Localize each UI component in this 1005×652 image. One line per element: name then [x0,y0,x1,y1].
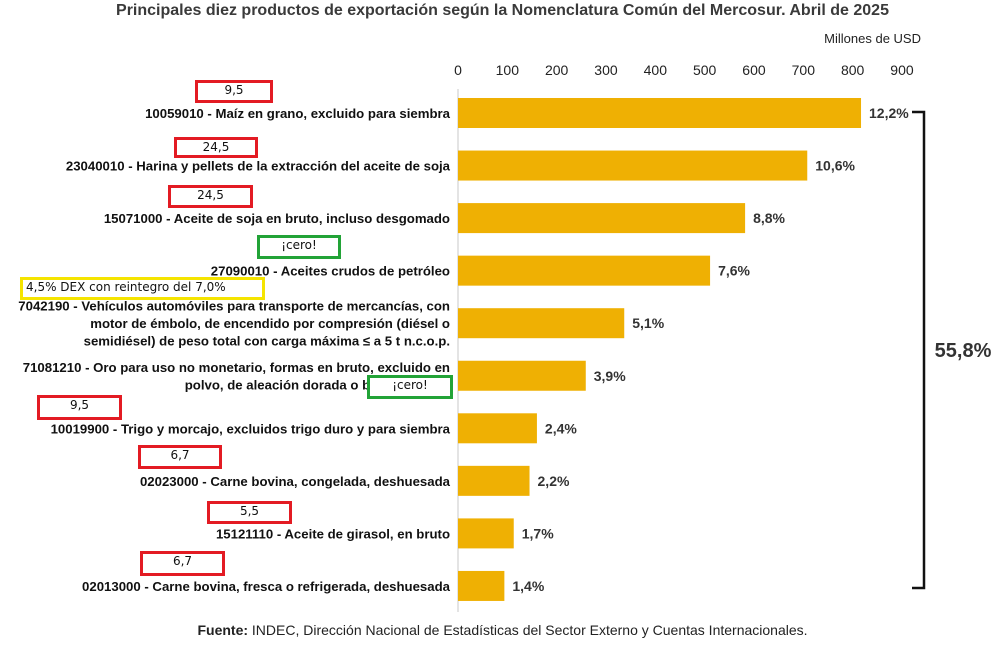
x-tick-label-0: 0 [454,62,462,78]
annotation-8: 5,5 [207,501,292,524]
annotation-1: 24,5 [174,137,258,158]
chart-title: Principales diez productos de exportació… [116,2,889,19]
annotation-9: 6,7 [140,551,225,576]
data-label-7: 2,2% [538,473,570,489]
source-label: Fuente: [197,622,249,638]
bar-2 [458,203,746,234]
data-label-1: 10,6% [815,158,855,174]
total-share-label: 55,8% [935,340,992,362]
axis-unit-label: Millones de USD [824,31,921,46]
x-tick-label-1: 100 [496,62,520,78]
data-label-5: 3,9% [594,368,626,384]
bar-3 [458,255,711,286]
bar-7 [458,465,530,496]
category-label-0: 10059010 - Maíz en grano, excluido para … [145,106,451,121]
annotation-2: 24,5 [168,185,253,208]
annotation-7: 6,7 [138,445,222,469]
data-label-6: 2,4% [545,420,577,436]
x-tick-label-9: 900 [890,62,914,78]
annotation-0: 9,5 [195,80,273,103]
x-tick-label-2: 200 [545,62,569,78]
bar-0 [458,98,862,128]
category-label-8: 15121110 - Aceite de girasol, en bruto [216,526,450,541]
annotation-4: 4,5% DEX con reintegro del 7,0% [20,277,265,300]
source-text: INDEC, Dirección Nacional de Estadística… [248,622,808,638]
annotation-3: ¡cero! [257,235,341,259]
bar-6 [458,413,537,444]
bar-5 [458,360,586,391]
data-label-2: 8,8% [753,210,785,226]
category-label-7: 02023000 - Carne bovina, congelada, desh… [140,474,451,489]
x-tick-label-7: 700 [792,62,816,78]
category-label-4-line-0: 7042190 - Vehículos automóviles para tra… [18,299,450,314]
category-label-1: 23040010 - Harina y pellets de la extrac… [66,159,451,174]
category-label-4-line-1: motor de émbolo, de encendido por compre… [90,316,450,331]
category-label-6: 10019900 - Trigo y morcajo, excluidos tr… [51,421,451,436]
bar-1 [458,150,808,181]
x-tick-label-8: 800 [841,62,865,78]
source-note: Fuente: INDEC, Dirección Nacional de Est… [0,622,1005,638]
data-label-3: 7,6% [718,263,750,279]
annotation-5: ¡cero! [367,375,453,399]
annotation-6: 9,5 [37,395,122,420]
data-label-8: 1,7% [522,525,554,541]
x-tick-label-6: 600 [742,62,766,78]
bar-8 [458,518,514,549]
x-tick-label-3: 300 [594,62,618,78]
data-label-9: 1,4% [512,578,544,594]
category-label-4-line-2: semidiésel) de peso total con carga máxi… [84,334,450,349]
x-tick-label-4: 400 [644,62,668,78]
bar-9 [458,570,505,601]
category-label-9: 02013000 - Carne bovina, fresca o refrig… [82,579,451,594]
category-label-3: 27090010 - Aceites crudos de petróleo [211,264,450,279]
total-bracket [912,110,926,590]
data-label-4: 5,1% [632,315,664,331]
category-label-2: 15071000 - Aceite de soja en bruto, incl… [104,211,450,226]
category-label-5-line-0: 71081210 - Oro para uso no monetario, fo… [23,360,450,375]
data-label-0: 12,2% [869,105,909,121]
x-tick-label-5: 500 [693,62,717,78]
bar-4 [458,308,625,339]
